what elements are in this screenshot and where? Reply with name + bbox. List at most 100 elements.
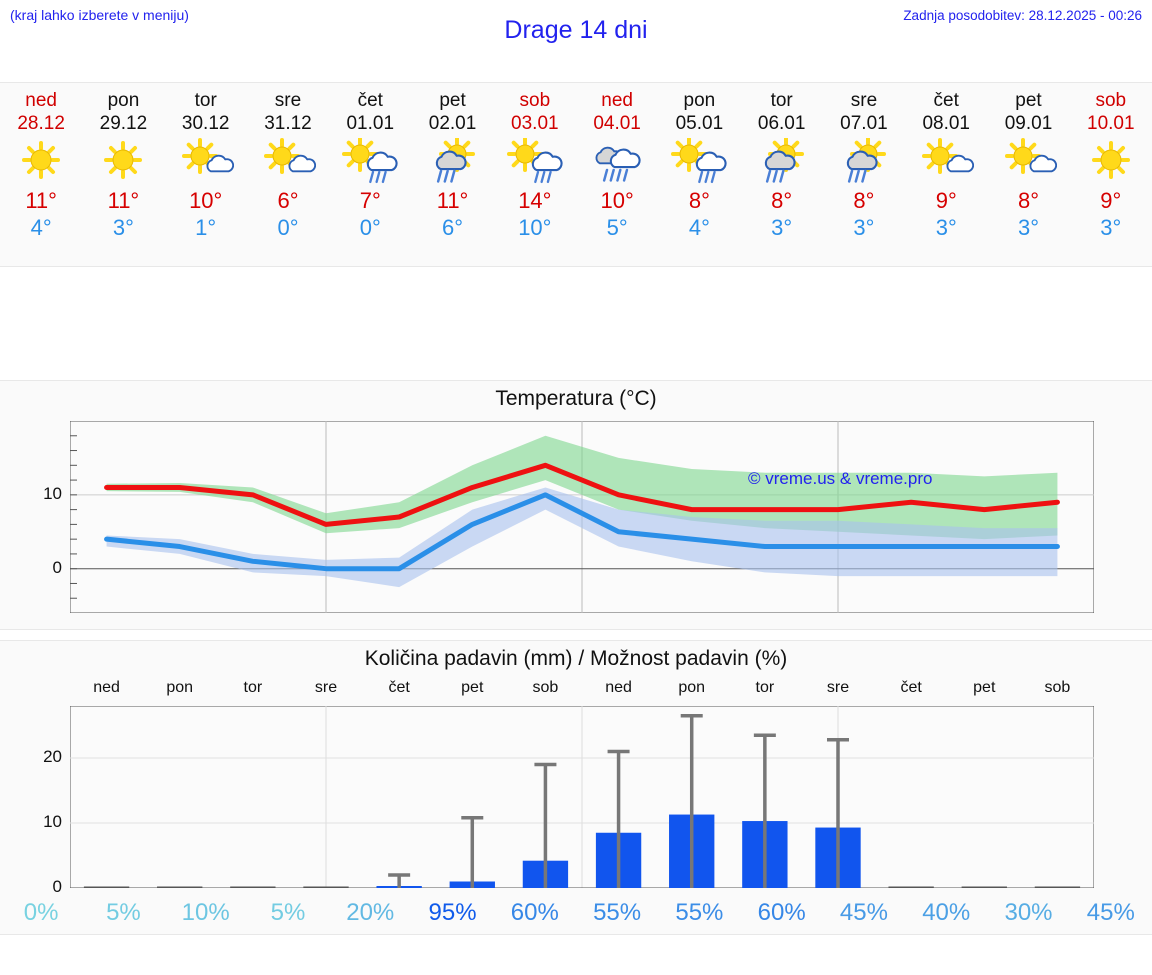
location-menu-note[interactable]: (kraj lahko izberete v meniju)	[10, 7, 189, 23]
day-min-temp: 3°	[935, 215, 957, 240]
forecast-day-column[interactable]: sob 10.01 9° 3°	[1070, 83, 1152, 266]
sun-cloud-rain-icon	[342, 137, 398, 187]
day-min-temp: 3°	[1100, 215, 1122, 240]
day-of-week-label: ned	[601, 90, 633, 111]
precipitation-probability-label: 55%	[593, 899, 642, 926]
precipitation-day-label: sob	[532, 679, 559, 696]
precipitation-day-label: čet	[900, 679, 922, 696]
day-min-temp: 0°	[277, 215, 299, 240]
sun-greycloud-rain-icon	[836, 137, 892, 187]
precipitation-probability-label: 10%	[181, 899, 230, 926]
day-date-label: 30.12	[181, 113, 230, 134]
day-min-temp: 0°	[359, 215, 381, 240]
day-max-temp: 10°	[600, 188, 634, 213]
temperature-chart-block: Temperatura (°C) 0 10 © vreme.us & vreme.…	[0, 380, 1152, 630]
precipitation-probability-label: 95%	[428, 899, 477, 926]
sun-cloud-icon	[918, 137, 975, 187]
day-max-temp: 8°	[1017, 188, 1040, 213]
temperature-svg	[70, 421, 1094, 613]
sun-icon	[1083, 137, 1139, 187]
temperature-chart-title: Temperatura (°C)	[495, 387, 657, 410]
forecast-day-column[interactable]: čet 01.01 7° 0°	[329, 83, 411, 266]
forecast-day-column[interactable]: pet 02.01 11° 6°	[411, 83, 493, 266]
day-min-temp: 3°	[771, 215, 793, 240]
day-of-week-label: tor	[194, 90, 217, 111]
day-min-temp: 1°	[195, 215, 217, 240]
sun-icon	[95, 137, 151, 187]
day-date-label: 01.01	[346, 113, 395, 134]
day-date-label: 10.01	[1087, 113, 1135, 134]
sun-cloud-rain-icon	[671, 137, 727, 187]
day-max-temp: 8°	[688, 188, 710, 213]
day-max-temp: 9°	[1100, 188, 1122, 213]
forecast-day-column[interactable]: pet 09.01 8° 3°	[987, 83, 1069, 266]
precipitation-day-label: pet	[461, 679, 484, 696]
precipitation-day-label: tor	[755, 679, 775, 696]
day-of-week-label: sob	[1095, 90, 1127, 111]
forecast-day-column[interactable]: čet 08.01 9° 3°	[905, 83, 987, 266]
precipitation-day-label: sre	[314, 679, 338, 696]
day-of-week-label: pet	[439, 90, 466, 111]
day-date-label: 08.01	[922, 113, 970, 134]
sun-cloud-icon	[1001, 137, 1057, 187]
forecast-day-column[interactable]: sre 07.01 8° 3°	[823, 83, 905, 266]
forecast-day-column[interactable]: sob 03.01 14° 10°	[494, 83, 576, 266]
page-header: (kraj lahko izberete v meniju) Drage 14 …	[0, 0, 1152, 70]
precipitation-probability-label: 45%	[839, 899, 888, 926]
precipitation-probability-label: 45%	[1086, 899, 1135, 926]
precipitation-probability-label: 60%	[757, 899, 806, 926]
precipitation-chart-title: Količina padavin (mm) / Možnost padavin …	[364, 647, 788, 670]
day-date-label: 29.12	[99, 113, 148, 134]
day-min-temp: 3°	[112, 215, 134, 240]
forecast-day-column[interactable]: sre 31.12 6° 0°	[247, 83, 329, 266]
precipitation-probability-label: 55%	[675, 899, 724, 926]
forecast-day-column[interactable]: ned 04.01 10° 5°	[576, 83, 658, 266]
day-of-week-label: pon	[683, 90, 716, 111]
cloud-rain-icon	[589, 137, 645, 187]
sun-cloud-icon	[260, 137, 316, 187]
day-max-temp: 9°	[935, 188, 957, 213]
forecast-day-column[interactable]: ned 28.12 11° 4°	[0, 83, 82, 266]
forecast-day-column[interactable]: pon 05.01 8° 4°	[658, 83, 740, 266]
day-min-temp: 6°	[442, 215, 464, 240]
precipitation-y-tick-label: 0	[52, 877, 62, 896]
forecast-day-column[interactable]: tor 30.12 10° 1°	[165, 83, 247, 266]
day-min-temp: 4°	[30, 215, 52, 240]
precipitation-day-label: čet	[388, 679, 410, 696]
day-of-week-label: čet	[357, 90, 383, 111]
forecast-day-column[interactable]: pon 29.12 11° 3°	[82, 83, 164, 266]
day-of-week-label: pet	[1015, 90, 1042, 111]
day-max-temp: 11°	[107, 188, 140, 213]
precipitation-plot	[70, 706, 1094, 888]
sun-greycloud-rain-icon	[754, 137, 810, 187]
precipitation-day-label: tor	[243, 679, 263, 696]
day-max-temp: 11°	[436, 188, 469, 213]
precipitation-day-label: pet	[973, 679, 996, 696]
day-date-label: 02.01	[428, 113, 477, 134]
day-min-temp: 10°	[518, 215, 552, 240]
sun-icon	[13, 137, 69, 187]
precipitation-day-label: pon	[678, 679, 706, 696]
day-date-label: 09.01	[1004, 113, 1053, 134]
precipitation-y-tick-label: 20	[43, 747, 62, 766]
day-max-temp: 7°	[359, 188, 381, 213]
chart-watermark: © vreme.us & vreme.pro	[748, 469, 933, 488]
last-update-text: Zadnja posodobitev: 28.12.2025 - 00:26	[903, 8, 1142, 23]
sun-cloud-icon	[178, 137, 234, 187]
sun-greycloud-rain-icon	[425, 137, 481, 187]
day-of-week-label: sre	[274, 90, 302, 111]
precipitation-day-label: sre	[826, 679, 850, 696]
precipitation-chart-block: Količina padavin (mm) / Možnost padavin …	[0, 640, 1152, 935]
day-of-week-label: sre	[850, 90, 878, 111]
precipitation-probability-label: 5%	[270, 899, 306, 926]
forecast-day-column[interactable]: tor 06.01 8° 3°	[741, 83, 823, 266]
day-date-label: 05.01	[675, 113, 724, 134]
day-min-temp: 3°	[1017, 215, 1040, 240]
day-of-week-label: sob	[519, 90, 551, 111]
day-of-week-label: čet	[933, 90, 959, 111]
day-of-week-label: tor	[770, 90, 793, 111]
precipitation-probability-label: 40%	[922, 899, 971, 926]
page-title: Drage 14 dni	[504, 16, 648, 44]
day-min-temp: 5°	[606, 215, 628, 240]
